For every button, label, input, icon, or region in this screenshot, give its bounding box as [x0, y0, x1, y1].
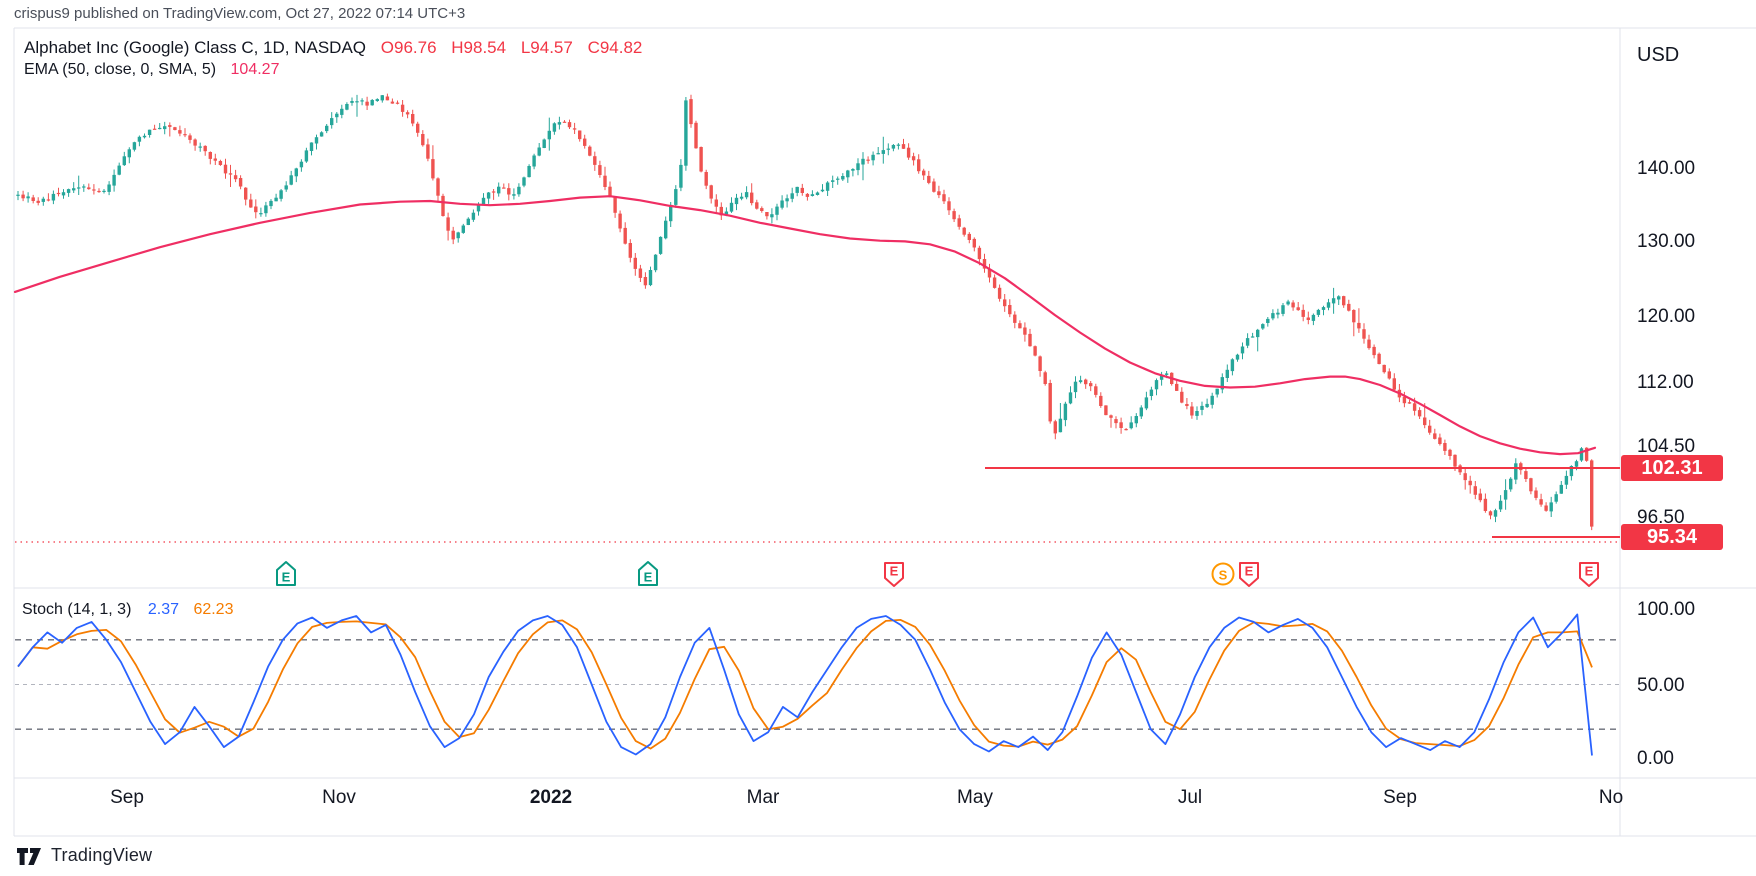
candlestick-series[interactable] [16, 93, 1594, 531]
close-value: C94.82 [587, 38, 643, 57]
time-tick-label: Sep [1383, 787, 1417, 808]
price-tick-label: 140.00 [1637, 158, 1696, 179]
ema-legend-label: EMA (50, close, 0, SMA, 5) [24, 61, 217, 78]
time-tick-label: Nov [322, 787, 356, 808]
symbol-legend[interactable]: Alphabet Inc (Google) Class C, 1D, NASDA… [24, 38, 642, 58]
stoch-legend-label: Stoch (14, 1, 3) [22, 601, 132, 618]
symbol-title: Alphabet Inc (Google) Class C, 1D, NASDA… [24, 38, 367, 57]
ema-legend[interactable]: EMA (50, close, 0, SMA, 5) 104.27 [24, 61, 279, 79]
stoch-tick-label: 50.00 [1637, 675, 1685, 696]
tradingview-attribution-link[interactable]: TradingView [16, 843, 152, 867]
stoch-k-value: 2.37 [147, 601, 179, 618]
low-value: L94.57 [520, 38, 573, 57]
stoch-tick-label: 100.00 [1637, 599, 1696, 620]
pane-borders [13, 27, 1756, 837]
time-tick-label: Sep [110, 787, 144, 808]
time-tick-label: 2022 [529, 787, 573, 808]
price-level-badge-upper: 102.31 [1621, 455, 1723, 481]
tradingview-logo-icon [17, 848, 41, 865]
svg-text:E: E [282, 570, 291, 585]
high-value: H98.54 [451, 38, 507, 57]
svg-text:E: E [1585, 564, 1594, 579]
time-tick-label: Jul [1177, 787, 1203, 808]
svg-text:S: S [1219, 568, 1228, 583]
price-level-badge-lower: 95.34 [1621, 524, 1723, 550]
time-tick-label: No [1598, 787, 1624, 808]
price-tick-label: 130.00 [1637, 231, 1696, 252]
stoch-d-value: 62.23 [193, 601, 234, 618]
price-tick-label: 120.00 [1637, 306, 1696, 327]
stochastic-series[interactable] [15, 613, 1620, 756]
svg-text:E: E [890, 564, 899, 579]
tradingview-brand-text: TradingView [51, 844, 153, 865]
price-tick-label: 104.50 [1637, 436, 1696, 457]
currency-label: USD [1637, 44, 1680, 66]
stoch-legend[interactable]: Stoch (14, 1, 3) 2.37 62.23 [22, 601, 233, 619]
price-tick-label: 96.50 [1637, 507, 1685, 528]
attribution-text: crispus9 published on TradingView.com, O… [14, 5, 466, 22]
time-tick-label: May [957, 787, 993, 808]
open-value: O96.76 [380, 38, 437, 57]
price-tick-label: 112.00 [1637, 372, 1694, 393]
stoch-tick-label: 0.00 [1637, 748, 1674, 769]
ema-line[interactable] [13, 195, 1597, 456]
time-tick-label: Mar [746, 787, 780, 808]
price-level-lines[interactable] [15, 467, 1620, 543]
ema-legend-value: 104.27 [230, 61, 280, 78]
svg-text:E: E [644, 570, 653, 585]
svg-text:E: E [1245, 564, 1254, 579]
